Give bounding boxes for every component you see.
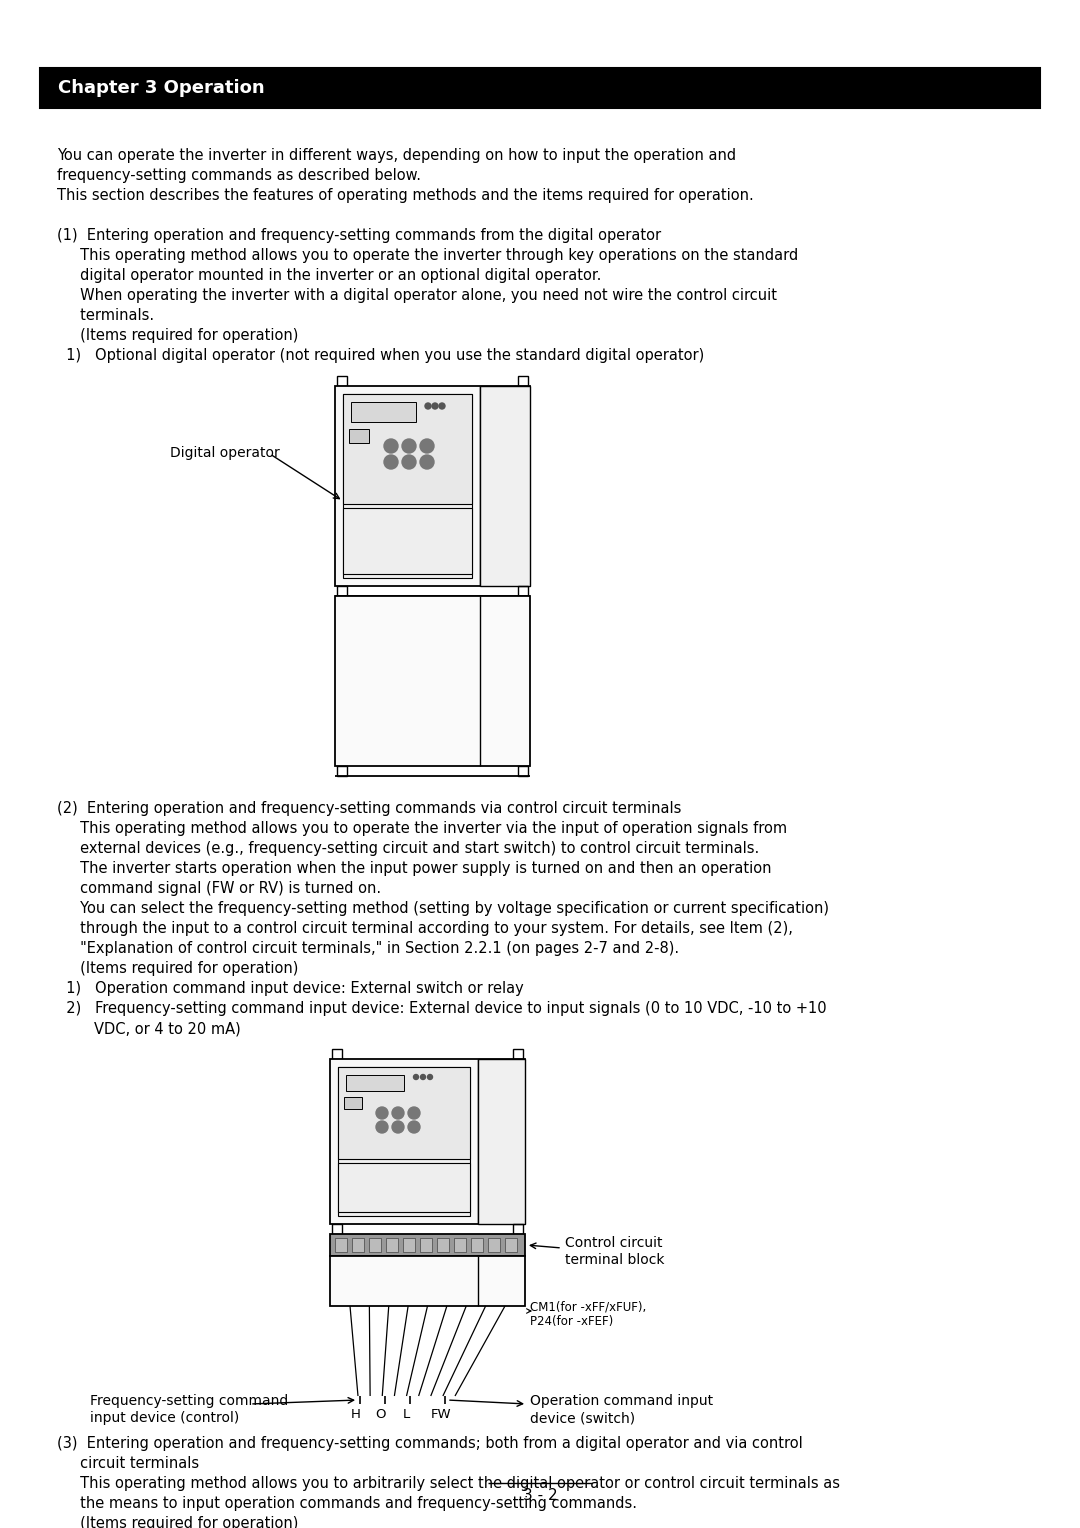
Bar (40, 69, 1040, 108)
Text: 3 - 2: 3 - 2 (523, 1488, 557, 1504)
Text: This operating method allows you to operate the inverter via the input of operat: This operating method allows you to oper… (57, 821, 787, 836)
Text: (Items required for operation): (Items required for operation) (57, 1516, 298, 1528)
Text: frequency-setting commands as described below.: frequency-setting commands as described … (57, 168, 421, 183)
Bar (335, 387, 530, 587)
Circle shape (428, 1074, 432, 1079)
Text: terminals.: terminals. (57, 309, 154, 322)
Text: Frequency-setting command: Frequency-setting command (90, 1394, 288, 1407)
Circle shape (384, 455, 399, 469)
Text: Control circuit: Control circuit (565, 1236, 662, 1250)
Circle shape (402, 455, 416, 469)
Text: circuit terminals: circuit terminals (57, 1456, 199, 1471)
Circle shape (438, 403, 445, 410)
Text: Operation command input: Operation command input (530, 1394, 713, 1407)
Bar (332, 1224, 342, 1235)
Text: 2)   Frequency-setting command input device: External device to input signals (0: 2) Frequency-setting command input devic… (57, 1001, 826, 1016)
Text: device (switch): device (switch) (530, 1410, 635, 1426)
Bar (338, 1067, 470, 1160)
Circle shape (392, 1122, 404, 1132)
Text: H: H (351, 1407, 361, 1421)
Bar (351, 402, 416, 422)
Bar (343, 394, 472, 578)
Circle shape (414, 1074, 419, 1079)
Text: When operating the inverter with a digital operator alone, you need not wire the: When operating the inverter with a digit… (57, 287, 777, 303)
Bar (337, 766, 347, 776)
Bar (335, 596, 530, 766)
Bar (437, 1238, 449, 1251)
Bar (518, 766, 528, 776)
Text: FW: FW (431, 1407, 451, 1421)
Text: 1)   Operation command input device: External switch or relay: 1) Operation command input device: Exter… (57, 981, 524, 996)
Text: through the input to a control circuit terminal according to your system. For de: through the input to a control circuit t… (57, 921, 793, 937)
Bar (332, 1050, 342, 1059)
Text: command signal (FW or RV) is turned on.: command signal (FW or RV) is turned on. (57, 882, 381, 895)
Text: P24(for -xFEF): P24(for -xFEF) (530, 1316, 613, 1328)
Bar (338, 1163, 470, 1212)
Text: external devices (e.g., frequency-setting circuit and start switch) to control c: external devices (e.g., frequency-settin… (57, 840, 759, 856)
Text: 1)   Optional digital operator (not required when you use the standard digital o: 1) Optional digital operator (not requir… (57, 348, 704, 364)
Circle shape (408, 1122, 420, 1132)
Bar (471, 1238, 483, 1251)
Bar (337, 376, 347, 387)
Bar (352, 1238, 364, 1251)
Bar (403, 1238, 415, 1251)
Bar (420, 1238, 432, 1251)
Text: (2)  Entering operation and frequency-setting commands via control circuit termi: (2) Entering operation and frequency-set… (57, 801, 681, 816)
Text: the means to input operation commands and frequency-setting commands.: the means to input operation commands an… (57, 1496, 637, 1511)
Bar (518, 376, 528, 387)
Text: O: O (376, 1407, 387, 1421)
Text: "Explanation of control circuit terminals," in Section 2.2.1 (on pages 2-7 and 2: "Explanation of control circuit terminal… (57, 941, 679, 957)
Circle shape (384, 439, 399, 452)
Text: (Items required for operation): (Items required for operation) (57, 329, 298, 342)
Circle shape (420, 439, 434, 452)
Text: This section describes the features of operating methods and the items required : This section describes the features of o… (57, 188, 754, 203)
Bar (337, 587, 347, 596)
Text: Digital operator: Digital operator (170, 446, 280, 460)
Circle shape (376, 1106, 388, 1118)
Bar (343, 394, 472, 504)
Circle shape (432, 403, 438, 410)
Bar (386, 1238, 399, 1251)
Bar (349, 429, 369, 443)
Text: This operating method allows you to operate the inverter through key operations : This operating method allows you to oper… (57, 248, 798, 263)
Circle shape (420, 455, 434, 469)
Text: (1)  Entering operation and frequency-setting commands from the digital operator: (1) Entering operation and frequency-set… (57, 228, 661, 243)
Bar (513, 1050, 523, 1059)
Circle shape (408, 1106, 420, 1118)
Text: (3)  Entering operation and frequency-setting commands; both from a digital oper: (3) Entering operation and frequency-set… (57, 1436, 802, 1452)
Text: CM1(for -xFF/xFUF),: CM1(for -xFF/xFUF), (530, 1300, 646, 1314)
Bar (518, 587, 528, 596)
Bar (330, 1256, 525, 1306)
Circle shape (402, 439, 416, 452)
Text: (Items required for operation): (Items required for operation) (57, 961, 298, 976)
Text: input device (control): input device (control) (90, 1410, 240, 1426)
Text: The inverter starts operation when the input power supply is turned on and then : The inverter starts operation when the i… (57, 860, 771, 876)
Bar (488, 1238, 500, 1251)
Bar (478, 1059, 525, 1224)
Text: You can operate the inverter in different ways, depending on how to input the op: You can operate the inverter in differen… (57, 148, 737, 163)
Text: Chapter 3 Operation: Chapter 3 Operation (58, 79, 265, 96)
Circle shape (426, 403, 431, 410)
Bar (330, 1235, 525, 1256)
Bar (330, 1059, 525, 1224)
Circle shape (420, 1074, 426, 1079)
Bar (343, 507, 472, 575)
Text: digital operator mounted in the inverter or an optional digital operator.: digital operator mounted in the inverter… (57, 267, 602, 283)
Bar (505, 1238, 517, 1251)
Text: You can select the frequency-setting method (setting by voltage specification or: You can select the frequency-setting met… (57, 902, 829, 915)
Bar (454, 1238, 465, 1251)
Circle shape (376, 1122, 388, 1132)
Bar (480, 387, 530, 587)
Text: VDC, or 4 to 20 mA): VDC, or 4 to 20 mA) (57, 1021, 241, 1036)
Bar (338, 1067, 470, 1216)
Text: terminal block: terminal block (565, 1253, 664, 1267)
Bar (346, 1076, 404, 1091)
Bar (345, 1097, 362, 1109)
Bar (335, 1238, 347, 1251)
Text: L: L (403, 1407, 409, 1421)
Circle shape (392, 1106, 404, 1118)
Bar (369, 1238, 381, 1251)
Bar (513, 1224, 523, 1235)
Text: This operating method allows you to arbitrarily select the digital operator or c: This operating method allows you to arbi… (57, 1476, 840, 1491)
